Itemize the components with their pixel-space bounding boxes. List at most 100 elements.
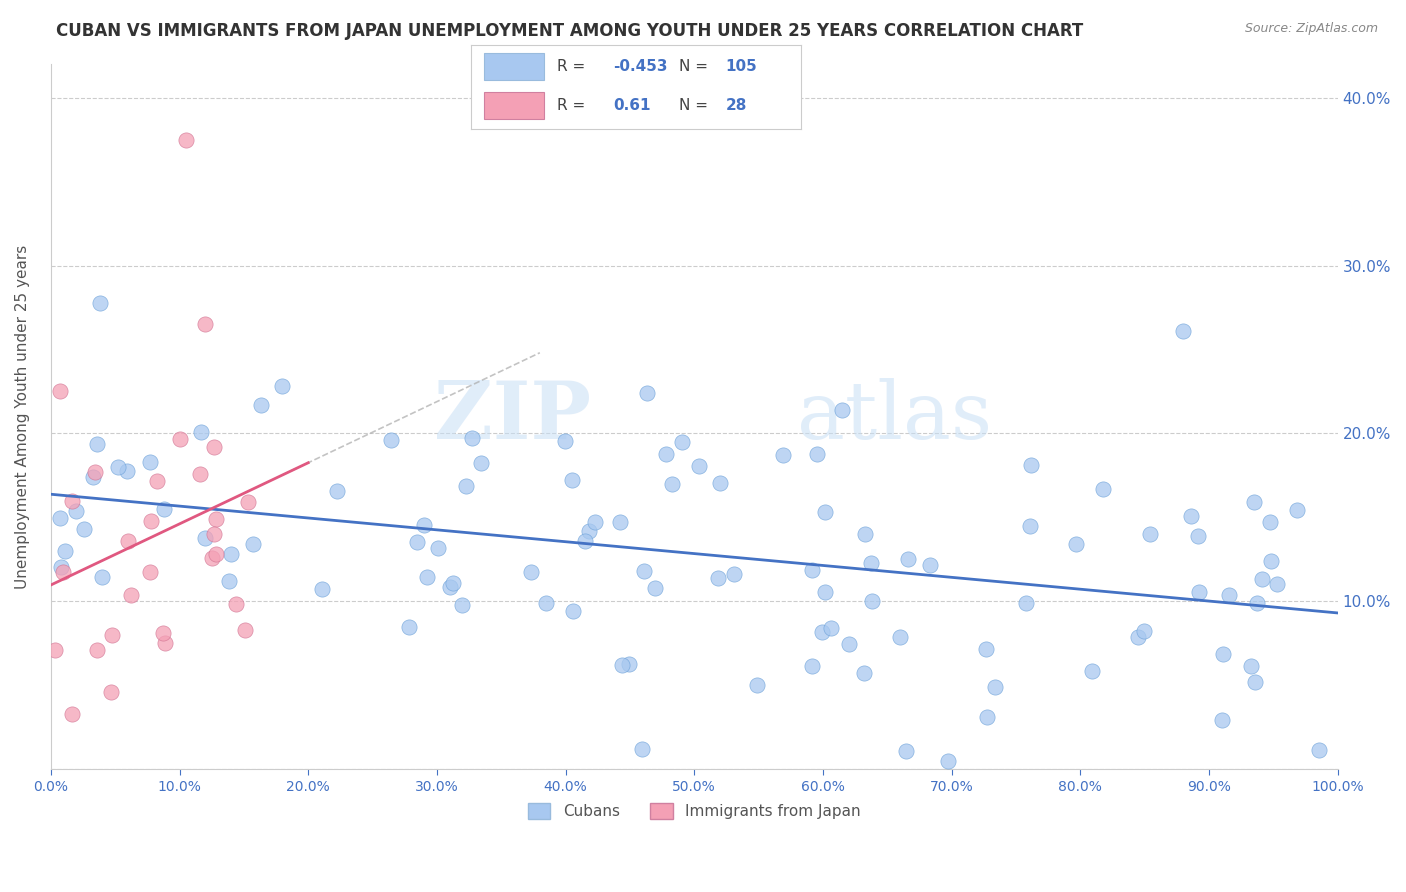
Point (84, 465, 107, 479)
Point (610, 658, 633, 673)
Point (326, 484, 349, 499)
Point (101, 628, 124, 642)
Point (889, 631, 911, 645)
Point (65, 504, 87, 518)
Point (153, 501, 176, 516)
Point (51, 560, 73, 574)
Point (120, 588, 142, 602)
Point (772, 448, 794, 462)
Point (190, 425, 212, 439)
Point (219, 547, 242, 561)
Point (984, 680, 1007, 694)
Point (380, 433, 402, 447)
Point (413, 517, 436, 532)
Point (583, 515, 606, 529)
Point (202, 526, 225, 541)
Point (745, 678, 768, 692)
Point (190, 467, 212, 481)
Point (461, 431, 484, 445)
Point (859, 556, 882, 570)
Point (578, 524, 600, 538)
Point (1260, 553, 1282, 567)
Point (534, 596, 557, 610)
Point (1211, 713, 1233, 727)
Point (311, 582, 333, 596)
FancyBboxPatch shape (484, 92, 544, 120)
Point (644, 581, 666, 595)
Point (100, 684, 122, 698)
Point (451, 598, 474, 612)
Point (636, 386, 658, 401)
Point (853, 527, 876, 541)
Point (107, 459, 129, 474)
Point (250, 398, 273, 412)
Text: 105: 105 (725, 59, 758, 74)
Point (49, 511, 72, 525)
Point (1240, 659, 1263, 673)
Point (1081, 664, 1104, 678)
Point (1246, 596, 1268, 610)
Point (145, 474, 167, 488)
Point (1258, 515, 1281, 529)
Point (1015, 596, 1038, 610)
Point (707, 570, 730, 584)
Y-axis label: Unemployment Among Youth under 25 years: Unemployment Among Youth under 25 years (15, 244, 30, 589)
Point (561, 473, 583, 487)
Point (72, 522, 94, 536)
Point (561, 604, 583, 618)
Text: ZIP: ZIP (434, 377, 592, 456)
Point (117, 533, 139, 548)
Text: CUBAN VS IMMIGRANTS FROM JAPAN UNEMPLOYMENT AMONG YOUTH UNDER 25 YEARS CORRELATI: CUBAN VS IMMIGRANTS FROM JAPAN UNEMPLOYM… (56, 22, 1084, 40)
Point (709, 476, 731, 491)
Point (554, 434, 576, 449)
Point (225, 598, 247, 612)
Point (60, 493, 83, 508)
Point (194, 317, 217, 331)
Point (174, 133, 197, 147)
Point (52, 565, 75, 579)
Point (470, 456, 492, 470)
Point (441, 576, 464, 591)
Point (1218, 588, 1240, 602)
Point (661, 476, 683, 491)
Text: N =: N = (679, 59, 713, 74)
Point (633, 564, 655, 578)
Text: 28: 28 (725, 98, 747, 113)
Point (631, 742, 654, 756)
Point (238, 494, 260, 508)
Point (520, 565, 543, 579)
Point (1250, 572, 1272, 586)
Point (1173, 325, 1195, 339)
Point (115, 465, 138, 479)
Point (609, 515, 631, 529)
Point (138, 565, 160, 579)
Point (831, 403, 853, 417)
Point (1132, 624, 1154, 639)
Point (1212, 647, 1234, 661)
Point (806, 446, 828, 460)
Point (1188, 585, 1211, 599)
Point (44, 643, 66, 657)
Point (1019, 458, 1042, 473)
Point (218, 574, 240, 588)
Point (205, 547, 228, 561)
Text: Source: ZipAtlas.com: Source: ZipAtlas.com (1244, 22, 1378, 36)
Point (1285, 503, 1308, 517)
Point (456, 479, 478, 493)
Legend: Cubans, Immigrants from Japan: Cubans, Immigrants from Japan (522, 797, 868, 825)
Point (723, 566, 745, 581)
Point (1126, 630, 1149, 644)
Point (976, 709, 998, 723)
Point (242, 537, 264, 551)
Point (974, 642, 997, 657)
Point (82, 470, 104, 484)
Point (814, 584, 837, 599)
Text: atlas: atlas (797, 377, 993, 456)
Point (201, 550, 224, 565)
Point (86, 437, 108, 451)
Point (1243, 495, 1265, 509)
Point (574, 533, 596, 548)
Point (233, 623, 256, 637)
Point (814, 505, 837, 519)
Point (90, 570, 112, 584)
